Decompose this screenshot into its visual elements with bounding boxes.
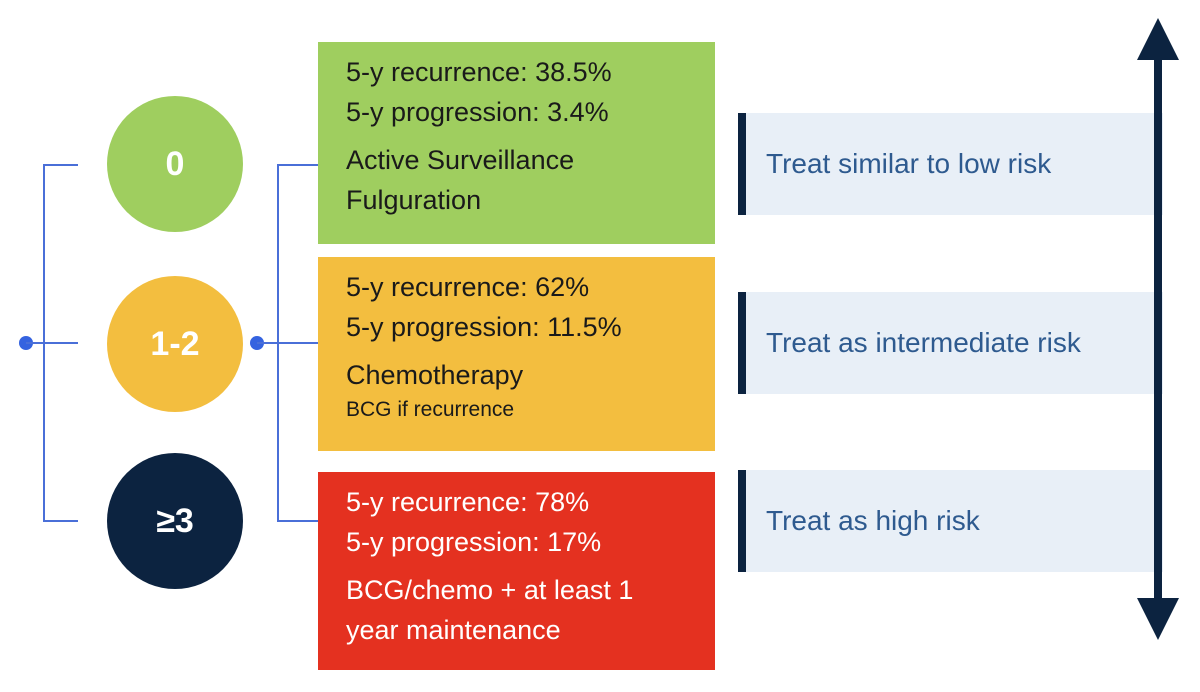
treatment-secondary: Fulguration <box>346 185 482 215</box>
treatment-primary: BCG/chemo + at least 1 <box>346 575 634 605</box>
progression-rate: 5-y progression: 17% <box>346 527 602 557</box>
group-circle-label: ≥3 <box>156 501 194 540</box>
recommendation-text: Treat similar to low risk <box>766 148 1052 179</box>
group-circle-1-2: 1-2 <box>107 276 243 412</box>
group-circle-label: 0 <box>165 144 185 183</box>
recommendation-low: Treat similar to low risk <box>738 113 1163 215</box>
outcome-box-low: 5-y recurrence: 38.5% 5-y progression: 3… <box>318 42 715 244</box>
group-circle-0: 0 <box>107 96 243 232</box>
middle-bracket-arm-middle <box>277 342 318 344</box>
group-circle-label: 1-2 <box>150 324 200 363</box>
recommendation-text: Treat as high risk <box>766 505 980 536</box>
progression-rate: 5-y progression: 11.5% <box>346 312 622 342</box>
left-bracket-arm-middle <box>43 342 78 344</box>
treatment-primary: Chemotherapy <box>346 360 524 390</box>
recurrence-rate: 5-y recurrence: 38.5% <box>346 57 612 87</box>
double-headed-arrow-icon <box>1137 18 1179 640</box>
treatment-secondary: year maintenance <box>346 615 561 645</box>
left-bracket-stem <box>26 342 44 344</box>
recommendation-intermediate: Treat as intermediate risk <box>738 292 1163 394</box>
outcome-box-intermediate: 5-y recurrence: 62% 5-y progression: 11.… <box>318 257 715 451</box>
left-bracket-arm-bottom <box>43 520 78 522</box>
progression-rate: 5-y progression: 3.4% <box>346 97 609 127</box>
group-circle-3-plus: ≥3 <box>107 453 243 589</box>
middle-bracket-arm-bottom <box>277 520 318 522</box>
recurrence-rate: 5-y recurrence: 62% <box>346 272 590 302</box>
recommendation-text: Treat as intermediate risk <box>766 327 1081 358</box>
outcome-box-high: 5-y recurrence: 78% 5-y progression: 17%… <box>318 472 715 670</box>
recommendation-high: Treat as high risk <box>738 470 1163 572</box>
left-bracket-arm-top <box>43 164 78 166</box>
middle-bracket-arm-top <box>277 164 318 166</box>
treatment-primary: Active Surveillance <box>346 145 575 175</box>
middle-bracket-stem <box>257 342 279 344</box>
recurrence-rate: 5-y recurrence: 78% <box>346 487 590 517</box>
treatment-secondary: BCG if recurrence <box>346 398 515 421</box>
